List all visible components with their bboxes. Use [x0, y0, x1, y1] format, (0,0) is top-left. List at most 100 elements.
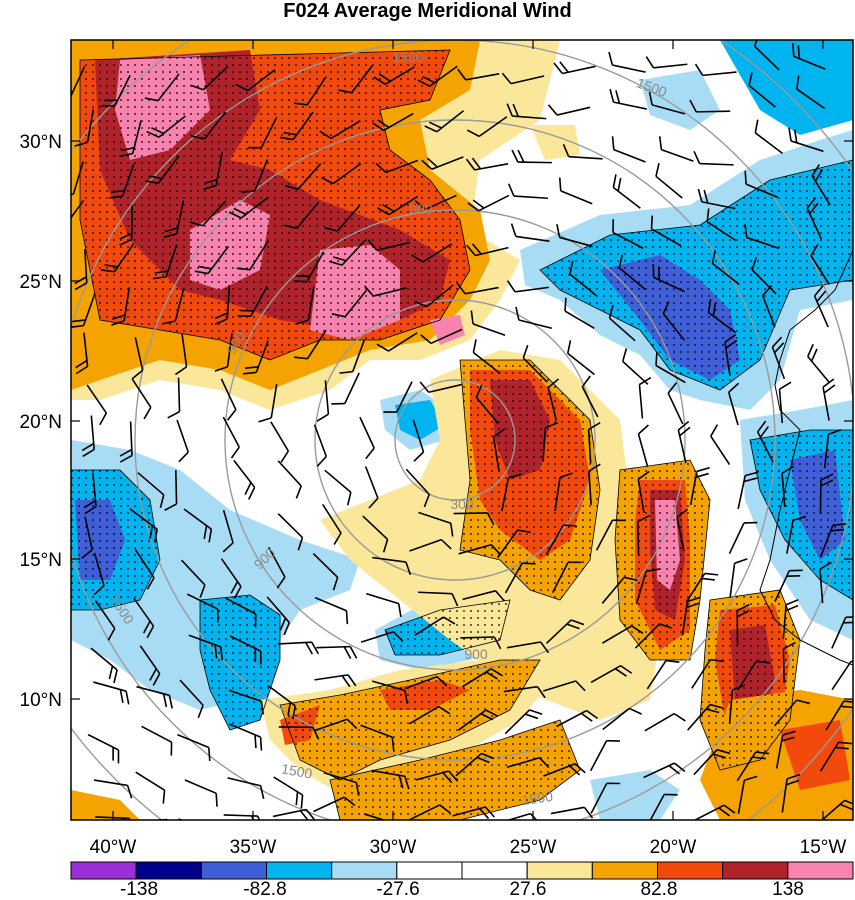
wind-barb-feather	[450, 523, 454, 537]
wind-barb	[542, 421, 558, 462]
wind-barb-feather	[615, 90, 621, 104]
wind-barb-shaft	[222, 416, 240, 448]
wind-barb-shaft	[504, 562, 523, 594]
wind-barb	[362, 515, 389, 553]
wind-barb-feather	[74, 141, 88, 147]
wind-barb-feather	[214, 644, 218, 659]
wind-barb	[637, 470, 650, 514]
wind-barb-shaft	[84, 516, 93, 551]
wind-barb-feather	[168, 695, 173, 709]
wind-barb	[782, 641, 796, 683]
wind-barb-feather	[160, 819, 169, 820]
wind-barb	[543, 680, 586, 692]
wind-barb-shaft	[699, 162, 734, 166]
colorbar-swatch	[396, 861, 463, 880]
wind-barb	[515, 306, 553, 330]
wind-barb-shaft	[819, 569, 824, 604]
wind-barb-feather	[199, 584, 206, 598]
wind-barb-shaft	[551, 561, 569, 593]
wind-barb-feather	[242, 371, 257, 375]
colorbar	[70, 861, 854, 880]
wind-barb-shaft	[478, 116, 508, 138]
wind-barb-feather	[226, 409, 237, 421]
wind-barb-feather	[664, 793, 678, 796]
wind-barb-shaft	[184, 779, 217, 795]
wind-barb	[161, 287, 185, 325]
wind-barb	[189, 200, 227, 227]
wind-barb-feather	[472, 199, 485, 209]
wind-barb-feather	[705, 708, 720, 714]
range-ring	[224, 209, 686, 671]
wind-barb	[501, 473, 522, 512]
wind-barb	[139, 645, 161, 686]
wind-barb	[554, 472, 574, 512]
wind-barb-feather	[467, 202, 480, 212]
wind-barb-feather	[752, 756, 766, 760]
wind-barb-feather	[214, 365, 228, 372]
wind-barb-feather	[216, 609, 219, 623]
colorbar-swatch	[526, 861, 593, 880]
wind-barb	[465, 157, 509, 171]
wind-barb-feather	[695, 472, 709, 479]
wind-barb-shaft	[177, 377, 181, 412]
wind-barb	[71, 66, 86, 98]
wind-barb	[510, 223, 550, 242]
wind-barb-feather	[838, 741, 852, 745]
wind-barb-shaft	[344, 289, 368, 318]
wind-barb	[119, 421, 133, 463]
wind-barb	[621, 348, 649, 385]
wind-barb-feather	[145, 180, 159, 185]
wind-barb-feather	[190, 84, 204, 91]
wind-barb	[655, 352, 686, 384]
wind-barb-shaft	[506, 641, 541, 649]
wind-barb-feather	[71, 324, 84, 329]
wind-barb	[811, 164, 831, 206]
wind-barb	[363, 285, 407, 297]
wind-barb	[258, 384, 278, 423]
wind-barb	[611, 136, 646, 163]
wind-barb-feather	[296, 275, 310, 278]
wind-barb-feather	[284, 184, 299, 190]
wind-barb	[744, 224, 780, 250]
wind-barb-feather	[810, 348, 818, 362]
wind-barb-feather	[835, 746, 849, 750]
wind-barb-shaft	[270, 421, 290, 452]
wind-barb	[711, 250, 740, 286]
wind-barb-feather	[83, 499, 96, 509]
wind-barb-shaft	[93, 552, 105, 586]
wind-barb	[756, 420, 774, 463]
wind-barb-shaft	[612, 231, 644, 249]
wind-barb-feather	[822, 378, 835, 388]
wind-barb	[693, 804, 736, 820]
wind-barb	[222, 509, 234, 553]
wind-barb-feather	[490, 668, 504, 677]
wind-barb-shaft	[637, 521, 640, 556]
wind-barb-feather	[457, 68, 467, 81]
wind-barb-feather	[588, 421, 601, 431]
wind-barb-shaft	[786, 520, 794, 554]
wind-barb	[418, 591, 459, 607]
wind-barb-shaft	[372, 556, 407, 563]
wind-barb-feather	[417, 79, 431, 87]
wind-barb-feather	[152, 275, 167, 280]
wind-barb-feather	[320, 176, 334, 185]
stipple-area	[199, 594, 281, 731]
wind-barb-feather	[662, 301, 670, 314]
wind-barb-shaft	[515, 235, 550, 242]
wind-barb-feather	[631, 625, 644, 634]
wind-barb-feather	[443, 616, 456, 625]
wind-barb-shaft	[542, 427, 547, 462]
wind-barb	[807, 343, 831, 384]
wind-barb-feather	[215, 312, 228, 319]
wind-barb-feather	[260, 701, 265, 715]
wind-barb-feather	[796, 699, 810, 705]
wind-barb-shaft	[202, 65, 229, 91]
wind-barb	[295, 286, 315, 325]
wind-barb-shaft	[72, 161, 84, 195]
wind-barb	[373, 66, 415, 85]
wind-barb	[74, 248, 88, 291]
wind-barb-feather	[753, 40, 760, 47]
wind-barb-shaft	[460, 636, 495, 639]
wind-barb-feather	[74, 276, 87, 285]
